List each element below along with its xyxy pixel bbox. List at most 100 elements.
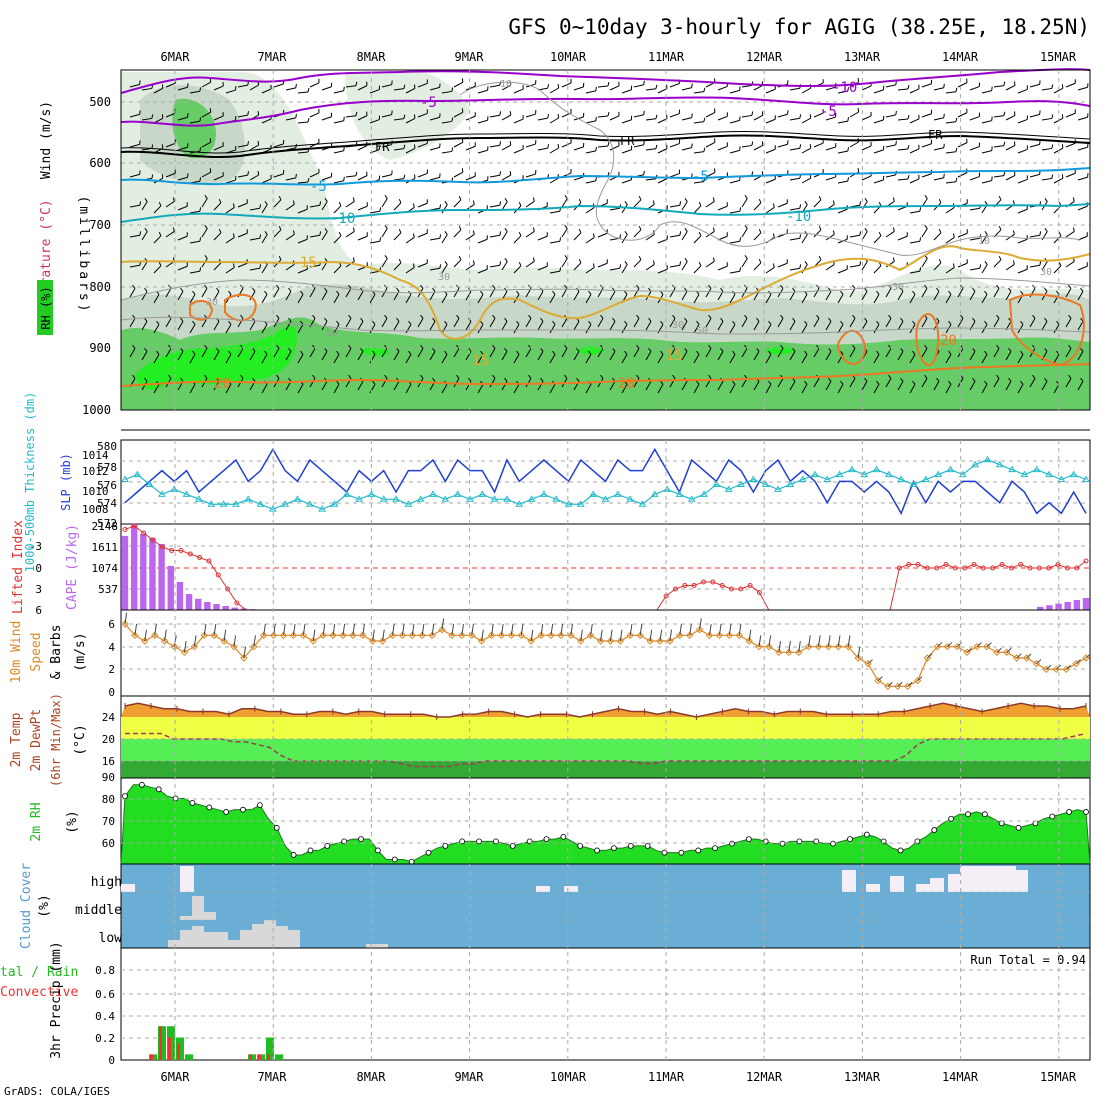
wind-barb-10m — [213, 623, 217, 636]
wind-barb — [501, 144, 511, 151]
wind-barb — [333, 150, 344, 154]
wind-barb — [549, 177, 559, 184]
wind-barb — [741, 228, 748, 238]
wind-barb — [153, 294, 160, 304]
wind-barb-flag — [312, 374, 316, 379]
contour-label: -5 — [310, 179, 327, 195]
wind-barb — [669, 83, 680, 88]
wind-barb — [1077, 265, 1088, 271]
panel1-grid — [121, 101, 1090, 349]
wind-barb — [933, 117, 944, 121]
wind-barb-flag — [144, 287, 148, 292]
wind-barb — [501, 84, 511, 91]
rh2m-point — [206, 804, 213, 811]
wind-barb — [849, 234, 860, 238]
wind-barb-flag — [1068, 284, 1072, 289]
wind-barb — [537, 117, 548, 121]
thickness-point — [921, 475, 930, 483]
wind-speed-point — [1082, 654, 1090, 662]
wind-barb — [921, 173, 932, 178]
wind-barb — [933, 147, 944, 151]
wind-barb-flag — [499, 261, 502, 266]
contour-label: -5 — [420, 95, 437, 111]
wind-barb — [609, 145, 620, 151]
lifted-point — [178, 548, 184, 553]
wind-speed-point — [240, 654, 248, 662]
wind-barb — [981, 294, 988, 304]
wind-barb — [429, 237, 440, 241]
wind-barb — [249, 237, 260, 241]
thickness-point — [145, 480, 154, 487]
wind-barb — [633, 84, 644, 88]
wind-barb-flag — [307, 117, 310, 123]
wind-barb-flag — [451, 147, 454, 152]
wind-barb — [669, 173, 680, 178]
wind-barb — [681, 147, 692, 151]
wind-barb — [213, 202, 222, 211]
wind-barb — [441, 354, 448, 364]
wind-barb — [969, 237, 980, 241]
wind-tick: 6 — [108, 618, 115, 631]
wind-barb-flag — [660, 290, 664, 295]
wind-barb — [909, 240, 920, 244]
wind-barb-flag — [204, 225, 208, 229]
wind-barb-flag — [398, 258, 402, 264]
contour-label: -10 — [832, 80, 857, 96]
wind-barb — [393, 232, 402, 241]
wind-barb — [945, 324, 952, 334]
wind-barb — [669, 348, 676, 358]
wind-barb — [837, 120, 848, 124]
wind-barb — [897, 351, 904, 361]
cape-bar — [1055, 603, 1062, 610]
cape-bar — [222, 605, 229, 610]
wind-barb-flag — [199, 147, 202, 152]
wind-barb-flag — [972, 317, 976, 322]
wind-barb — [369, 384, 376, 394]
wind-barb — [321, 231, 328, 241]
wind-barb-10m — [193, 635, 197, 647]
wind-barb — [1053, 354, 1060, 364]
wind-barb-flag — [1032, 374, 1036, 379]
wind-barb — [945, 236, 955, 244]
wind-barb — [1005, 381, 1012, 391]
thickness-point — [798, 475, 807, 483]
wind-barb — [213, 85, 224, 91]
wind-barb-flag — [396, 287, 400, 292]
thickness-point — [1020, 470, 1029, 478]
wind-barb — [981, 354, 988, 364]
wind-barb — [285, 177, 296, 181]
wind-barb — [705, 142, 716, 148]
wind-barb — [177, 235, 188, 241]
wind-barb — [153, 265, 162, 274]
rh2m-point — [745, 836, 752, 843]
thickness-point — [379, 495, 388, 502]
wind-barb — [549, 354, 556, 364]
wind-barb — [201, 81, 211, 88]
wind-barb-flag — [895, 80, 897, 86]
wind-barb-flag — [468, 377, 472, 382]
wind-barb — [729, 240, 740, 244]
wind-speed-point — [527, 637, 535, 645]
lifted-point — [943, 562, 949, 567]
wind-barb — [513, 235, 522, 244]
wind-barb-flag — [1072, 197, 1075, 202]
wind-barb-flag — [888, 314, 892, 319]
wind-barb-flag — [758, 258, 762, 264]
wind-barb-flag — [1044, 198, 1048, 202]
wind-barb-flag — [499, 171, 502, 176]
thickness-point — [564, 500, 573, 507]
wind-barb — [477, 149, 488, 154]
wind-barb — [621, 234, 628, 244]
wind-barb — [789, 147, 800, 151]
wind-barb-flag — [499, 231, 502, 236]
wind-barb-flag — [288, 347, 292, 352]
wind-barb-flag — [984, 290, 988, 295]
wind-barb — [813, 348, 820, 358]
precip-conv-bar — [249, 1054, 252, 1060]
wind-barb-flag — [998, 255, 1002, 261]
wind-barb — [933, 291, 940, 301]
wind-barb — [189, 270, 200, 274]
temp-band — [121, 717, 1090, 739]
wind-barb-flag — [232, 263, 235, 268]
wind-barb-flag — [199, 87, 202, 92]
